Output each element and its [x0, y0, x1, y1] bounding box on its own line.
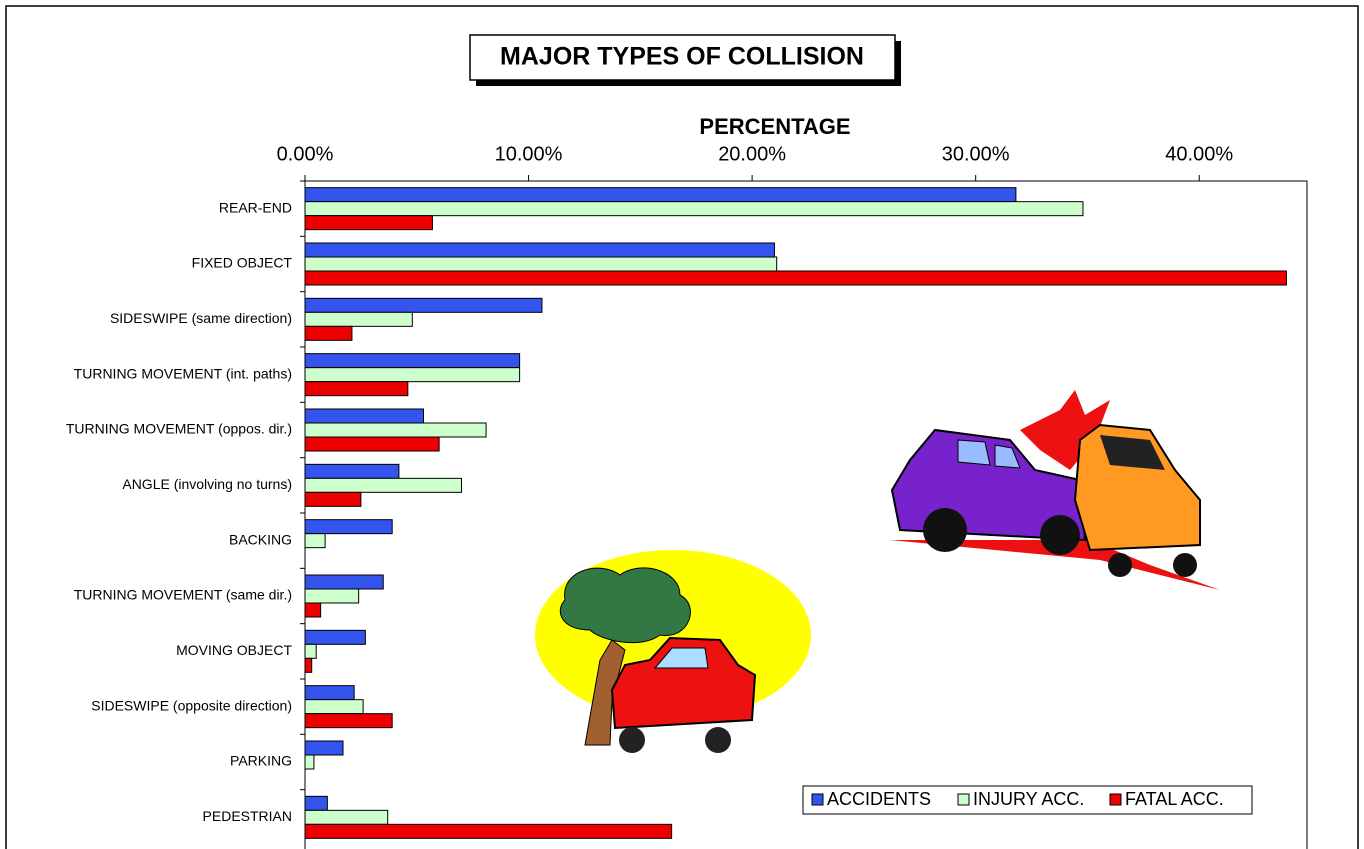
y-tick-label: PEDESTRIAN — [203, 808, 292, 824]
page: {"chart_data": {"type": "hbar", "title":… — [0, 0, 1364, 849]
x-tick-label: 40.00% — [1165, 143, 1233, 165]
bar — [305, 520, 392, 534]
bar — [305, 437, 439, 451]
x-tick-label: 10.00% — [495, 143, 563, 165]
bar — [305, 686, 354, 700]
legend-swatch — [958, 794, 969, 805]
legend-swatch — [812, 794, 823, 805]
y-tick-label: TURNING MOVEMENT (same dir.) — [74, 587, 292, 603]
bar — [305, 298, 542, 312]
bar — [305, 326, 352, 340]
axis-title: PERCENTAGE — [699, 114, 850, 139]
bar — [305, 824, 672, 838]
bar — [305, 796, 327, 810]
bar — [305, 478, 461, 492]
bar — [305, 354, 520, 368]
y-tick-label: FIXED OBJECT — [192, 255, 293, 271]
y-tick-label: MOVING OBJECT — [176, 642, 292, 658]
bar — [305, 312, 412, 326]
bar — [305, 644, 316, 658]
bar — [305, 575, 383, 589]
legend-label: ACCIDENTS — [827, 789, 931, 809]
bar — [305, 630, 365, 644]
bar — [305, 658, 312, 672]
legend-swatch — [1110, 794, 1121, 805]
legend-label: FATAL ACC. — [1125, 789, 1224, 809]
y-tick-label: ANGLE (involving no turns) — [122, 476, 292, 492]
bar — [305, 423, 486, 437]
x-tick-label: 30.00% — [942, 143, 1010, 165]
bar — [305, 257, 777, 271]
bar — [305, 382, 408, 396]
y-tick-label: TURNING MOVEMENT (int. paths) — [74, 365, 292, 381]
y-tick-label: TURNING MOVEMENT (oppos. dir.) — [66, 421, 292, 437]
bar — [305, 202, 1083, 216]
chart-title: MAJOR TYPES OF COLLISION — [500, 43, 864, 71]
bar — [305, 243, 774, 257]
bar — [305, 810, 388, 824]
y-tick-label: SIDESWIPE (opposite direction) — [91, 697, 292, 713]
bar — [305, 755, 314, 769]
bar — [305, 409, 423, 423]
bar — [305, 714, 392, 728]
bar — [305, 271, 1286, 285]
bar — [305, 464, 399, 478]
bar — [305, 492, 361, 506]
bar — [305, 368, 520, 382]
y-tick-label: PARKING — [230, 753, 292, 769]
chart: MAJOR TYPES OF COLLISION PERCENTAGE 0.00… — [0, 0, 1364, 849]
bar — [305, 603, 321, 617]
bar — [305, 534, 325, 548]
y-tick-label: REAR-END — [219, 199, 292, 215]
bar — [305, 188, 1016, 202]
legend-label: INJURY ACC. — [973, 789, 1084, 809]
x-tick-label: 0.00% — [277, 143, 334, 165]
bar — [305, 589, 359, 603]
bar — [305, 216, 432, 230]
y-tick-label: SIDESWIPE (same direction) — [110, 310, 292, 326]
x-tick-label: 20.00% — [718, 143, 786, 165]
bar — [305, 741, 343, 755]
bar — [305, 700, 363, 714]
y-tick-label: BACKING — [229, 531, 292, 547]
